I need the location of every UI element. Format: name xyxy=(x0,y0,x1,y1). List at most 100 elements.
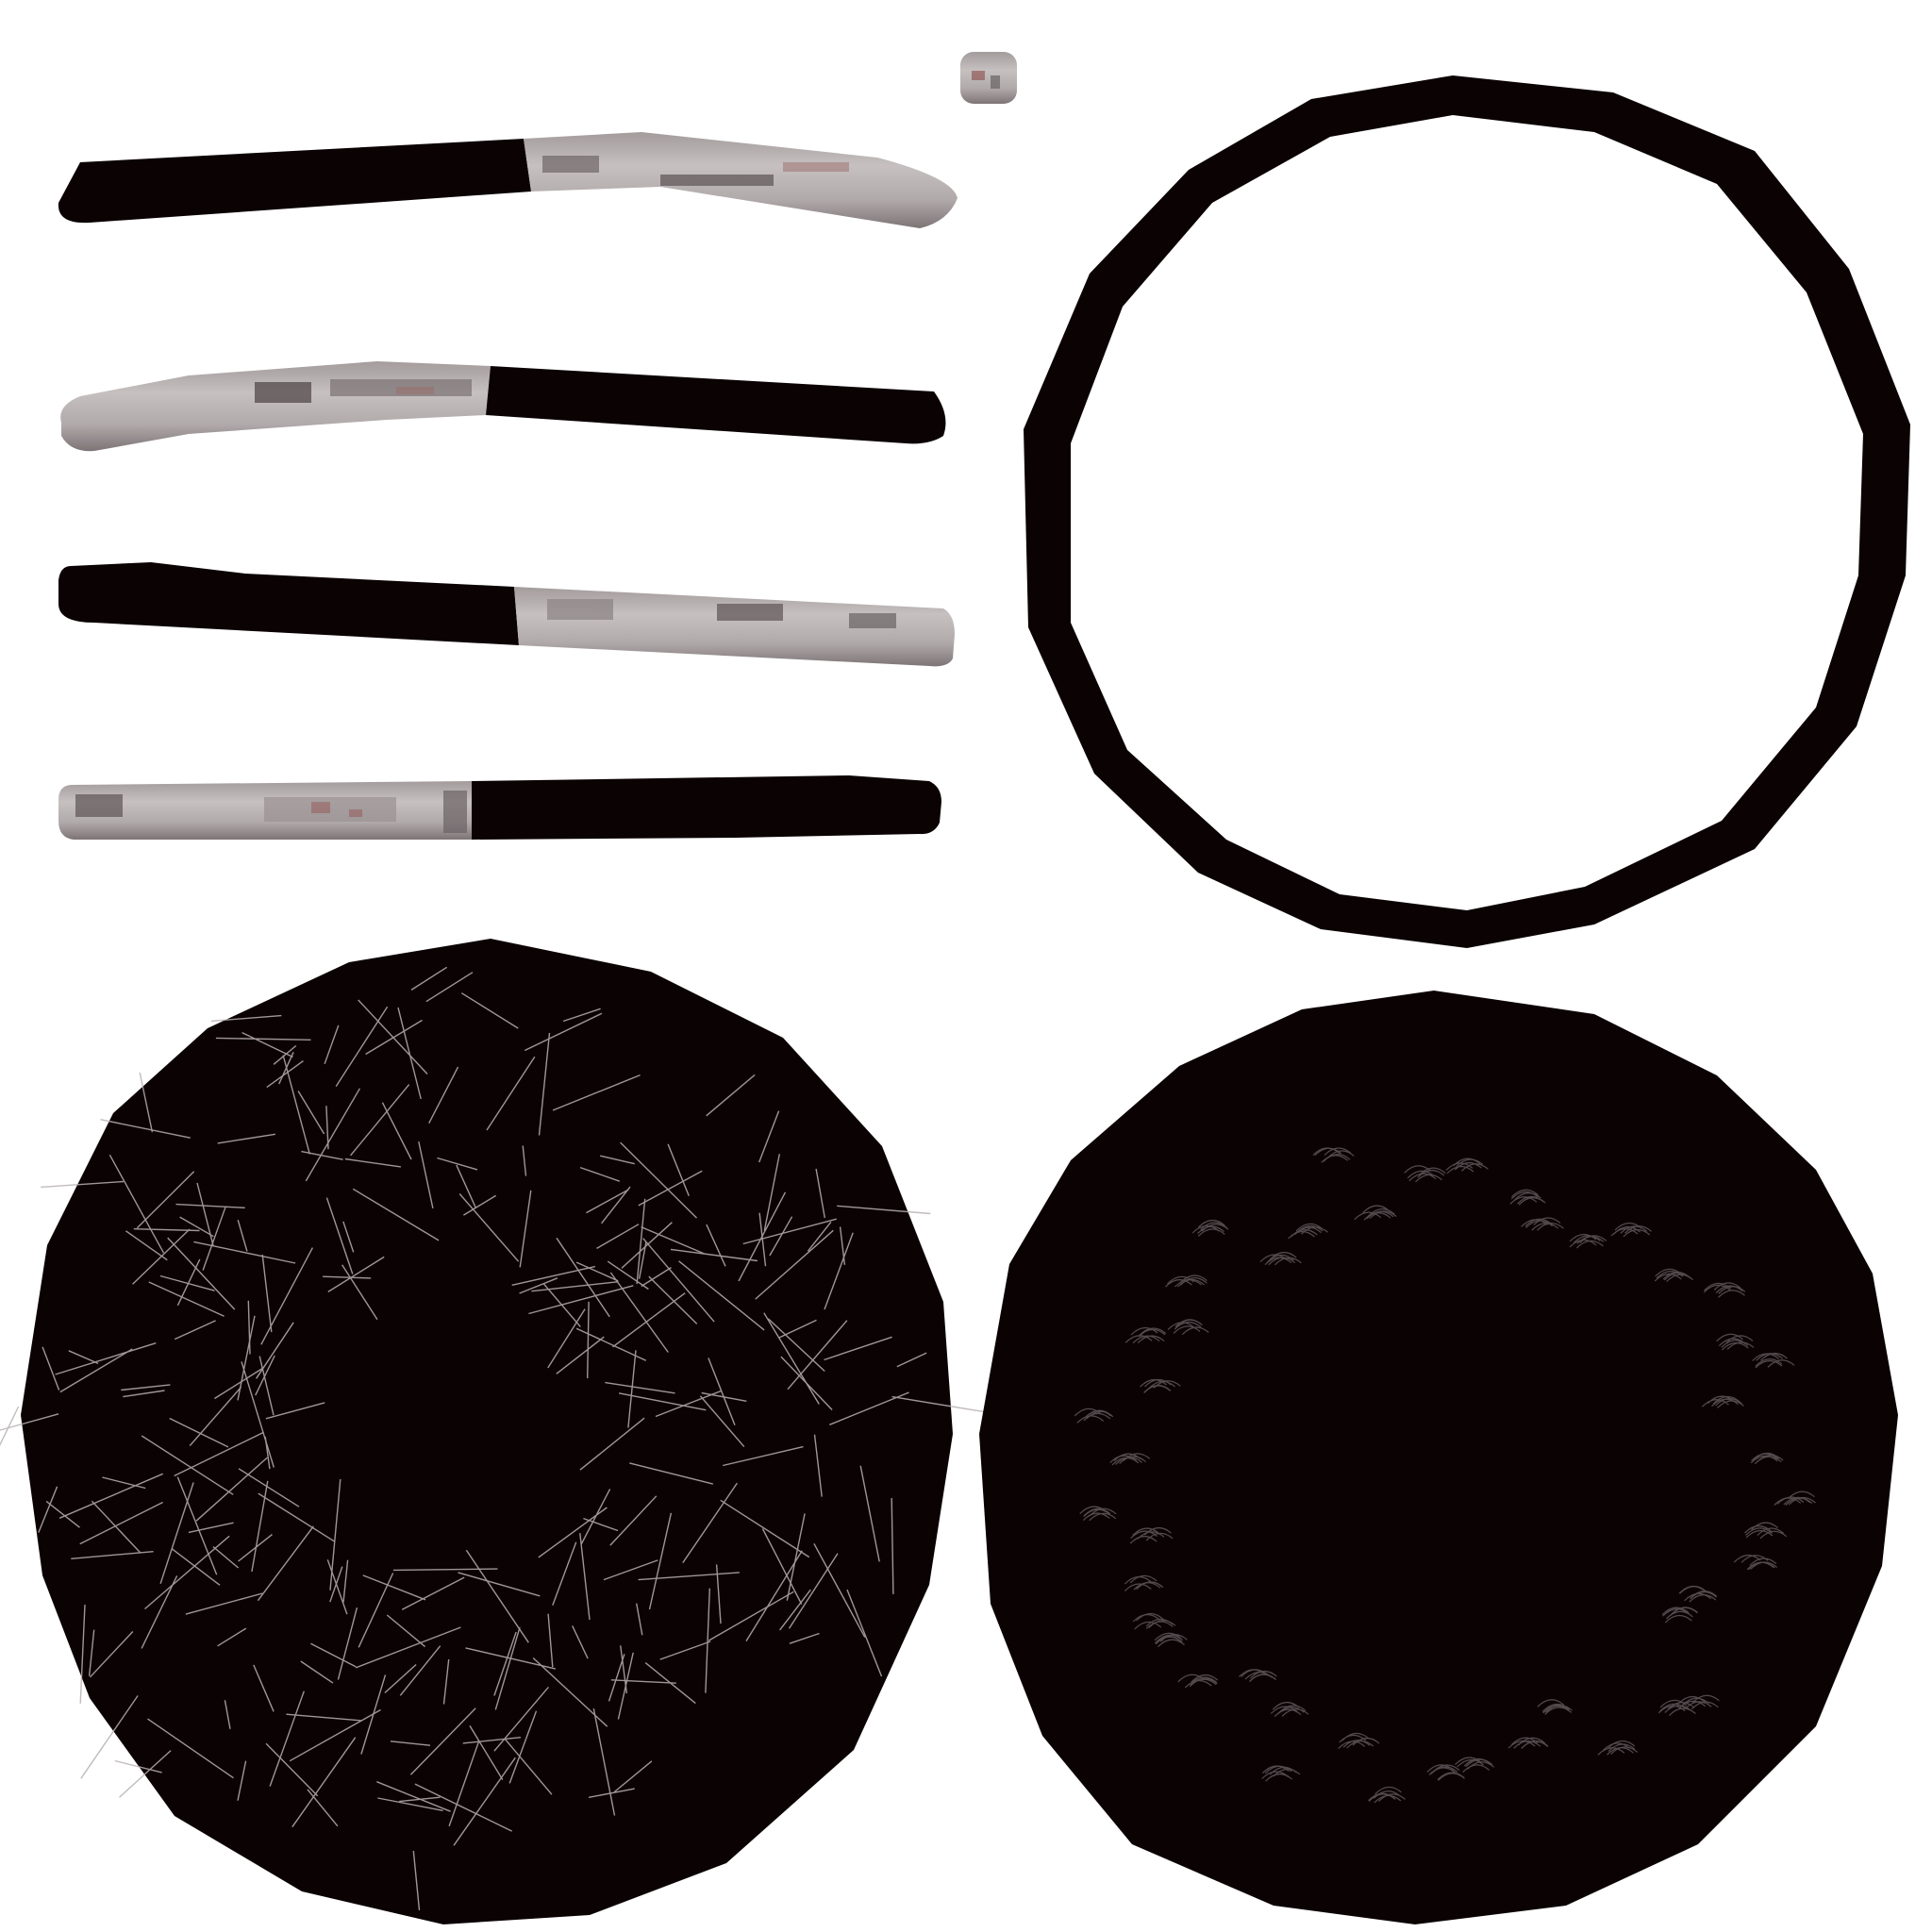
scratch-mark xyxy=(42,1346,60,1391)
scratch-mark xyxy=(1783,1496,1811,1506)
scratch-mark xyxy=(1745,1529,1774,1539)
scratch-mark xyxy=(193,1241,296,1264)
scratch-mark xyxy=(579,1533,591,1620)
scratch-mark xyxy=(1667,1702,1695,1710)
scratch-mark xyxy=(1662,1271,1690,1280)
scratch-mark xyxy=(1200,1222,1227,1230)
scratch-mark xyxy=(460,992,519,1029)
scratch-mark xyxy=(494,1626,521,1710)
scratch-mark xyxy=(769,1216,793,1257)
scratch-mark xyxy=(307,1789,339,1827)
scratch-mark xyxy=(1610,1746,1638,1755)
scratch-mark xyxy=(1654,1273,1682,1282)
scratch-mark xyxy=(1607,1743,1636,1752)
scratch-mark xyxy=(618,1392,707,1411)
scratch-mark xyxy=(601,1186,631,1224)
scratch-mark xyxy=(247,1300,251,1355)
scratch-mark xyxy=(1418,1167,1446,1176)
strap-3-texture xyxy=(547,599,896,628)
scratch-mark xyxy=(1404,1165,1432,1174)
scratch-mark xyxy=(139,1072,154,1133)
scratch-mark xyxy=(1323,1154,1351,1162)
scratch-mark xyxy=(1324,1147,1352,1156)
scratch-mark xyxy=(251,1480,269,1573)
scratch-mark xyxy=(1197,1220,1225,1228)
scratch-mark xyxy=(1607,1747,1634,1756)
scratch-mark xyxy=(1249,1674,1276,1683)
scratch-mark xyxy=(414,1783,513,1832)
disc-light-scratches xyxy=(1074,1147,1816,1804)
scratch-mark xyxy=(1124,1335,1153,1343)
scratch-mark xyxy=(1462,1764,1491,1773)
scratch-mark xyxy=(596,1224,640,1250)
scratch-mark xyxy=(1136,1581,1164,1590)
scratch-mark xyxy=(238,1534,273,1562)
strap-1 xyxy=(58,132,958,228)
scratch-mark xyxy=(642,1238,715,1323)
scratch-mark xyxy=(763,1154,780,1231)
scratch-mark xyxy=(1573,1235,1601,1243)
scratch-mark xyxy=(1084,1409,1112,1419)
scratch-mark xyxy=(358,999,428,1074)
scratch-mark xyxy=(1159,1634,1188,1642)
scratch-mark xyxy=(59,1348,133,1393)
scratch-mark xyxy=(1747,1561,1775,1571)
scratch-mark xyxy=(341,1264,378,1321)
scratch-mark xyxy=(326,1559,348,1615)
scratch-mark xyxy=(377,1797,443,1811)
scratch-mark xyxy=(38,1486,58,1533)
scratch-mark xyxy=(179,1216,214,1238)
scratch-mark xyxy=(1664,1614,1692,1624)
scratch-mark xyxy=(813,1542,866,1638)
scratch-mark xyxy=(1415,1174,1442,1183)
scratch-mark xyxy=(586,1189,629,1214)
scratch-mark xyxy=(1749,1557,1777,1566)
scratch-mark xyxy=(1137,1335,1165,1344)
scratch-mark xyxy=(1715,1285,1743,1294)
scratch-mark xyxy=(706,1224,726,1267)
scratch-mark xyxy=(1718,1290,1745,1298)
scratch-mark xyxy=(1751,1522,1778,1531)
scratch-mark xyxy=(682,1482,738,1563)
scratch-mark xyxy=(1661,1607,1690,1616)
scratch-mark xyxy=(217,1627,247,1647)
scratch-mark xyxy=(141,1575,178,1649)
scratch-mark xyxy=(80,1695,139,1779)
scratch-mark xyxy=(588,1788,635,1798)
scratch-mark xyxy=(1755,1359,1783,1369)
scratch-mark xyxy=(465,1549,529,1643)
strap-1-texture xyxy=(542,156,849,186)
scratch-mark xyxy=(778,1319,817,1339)
scratch-mark xyxy=(1249,1671,1277,1679)
scratch-mark xyxy=(629,1462,713,1485)
scratch-mark xyxy=(524,1012,603,1052)
scratch-mark xyxy=(859,1465,880,1562)
scratch-mark xyxy=(1717,1400,1744,1408)
scratch-mark xyxy=(824,1232,854,1310)
scratch-mark xyxy=(723,1445,804,1467)
scratch-mark xyxy=(891,1497,894,1594)
scratch-mark xyxy=(1544,1707,1573,1715)
scratch-mark xyxy=(237,1220,248,1252)
scratch-mark xyxy=(745,1550,803,1641)
scratch-mark xyxy=(1721,1341,1749,1351)
scratch-mark xyxy=(1759,1530,1788,1540)
scratch-mark xyxy=(1124,1575,1152,1585)
scratch-mark xyxy=(147,1718,234,1779)
scratch-mark xyxy=(365,1019,423,1056)
scratch-mark xyxy=(390,1740,431,1746)
scratch-mark xyxy=(1575,1240,1604,1249)
scratch-mark xyxy=(88,1629,95,1676)
scratch-mark xyxy=(837,1205,931,1215)
scratch-mark xyxy=(761,1528,803,1605)
scratch-mark xyxy=(603,1559,658,1581)
scratch-mark xyxy=(701,1391,747,1402)
scratch-mark xyxy=(1671,1607,1698,1615)
scratch-mark xyxy=(1130,1530,1158,1540)
scratch-mark xyxy=(1465,1758,1493,1768)
scratch-mark xyxy=(767,1318,825,1373)
scratch-mark xyxy=(556,1237,610,1318)
scratch-mark xyxy=(670,1248,758,1262)
scratch-mark xyxy=(1174,1319,1203,1327)
